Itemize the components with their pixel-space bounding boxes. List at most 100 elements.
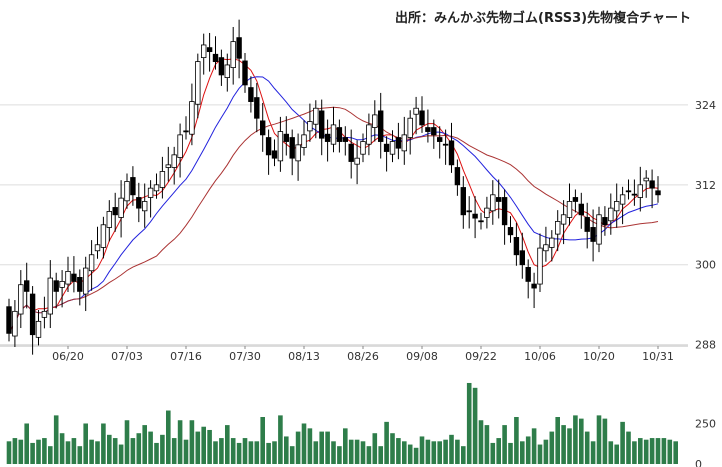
volume-bar (183, 439, 189, 464)
volume-bar (307, 428, 313, 464)
x-tick-label: 08/13 (288, 350, 320, 363)
candle-body (431, 127, 437, 136)
volume-bar (130, 438, 136, 464)
x-tick-label: 07/16 (170, 350, 202, 363)
volume-bar (632, 441, 637, 464)
volume-bar (83, 423, 88, 464)
candle-body (130, 177, 136, 196)
candle-body (348, 143, 354, 162)
volume-bar (59, 433, 65, 464)
candle-body (224, 64, 230, 78)
candle-body (71, 273, 77, 282)
candle-body (454, 167, 461, 186)
x-tick-label: 07/03 (111, 350, 143, 363)
volume-bar (661, 438, 667, 464)
x-tick-label: 10/06 (524, 350, 556, 363)
price-tick-label: 300 (695, 259, 716, 272)
volume-bar (608, 441, 614, 464)
volume-bar (579, 418, 584, 464)
candle-body (360, 141, 366, 155)
candle-body (336, 127, 343, 142)
volume-bar (284, 436, 289, 464)
candle-body (265, 137, 272, 156)
candle-body (614, 201, 620, 212)
volume-bar (124, 420, 130, 464)
candle-body (23, 280, 30, 292)
volume-bar (177, 420, 183, 464)
candle-body (495, 197, 502, 202)
volume-bar (313, 441, 319, 464)
volume-bar (390, 433, 395, 464)
candle-body (88, 254, 95, 272)
candle-body (206, 47, 213, 53)
candle-body (543, 244, 549, 252)
volume-bar (254, 441, 260, 464)
candle-body (47, 277, 53, 315)
volume-bar (573, 415, 578, 464)
volume-bar (413, 447, 419, 464)
candle-body (277, 131, 284, 162)
candle-body (401, 134, 407, 152)
price-tick-label: 324 (695, 99, 716, 112)
candle-body (572, 197, 579, 202)
candle-body (602, 217, 608, 226)
volume-bar (649, 438, 655, 464)
candle-body (389, 141, 396, 155)
candle-body (460, 187, 466, 216)
volume-bar (466, 382, 472, 464)
candle-body (313, 107, 319, 125)
candle-body (53, 280, 59, 292)
candle-body (118, 197, 124, 218)
volume-bar (455, 439, 460, 464)
candle-body (254, 97, 260, 119)
volume-bar (30, 442, 35, 464)
volume-bar (561, 425, 566, 464)
volume-bar (77, 446, 83, 464)
volume-bar (337, 446, 342, 464)
volume-bar (384, 421, 389, 464)
candle-body (212, 53, 219, 63)
candle-body (472, 213, 478, 219)
candle-body (649, 180, 655, 189)
candle-body (484, 207, 490, 218)
price-axis: 288 300 312 324 (695, 99, 716, 352)
candle-body (655, 190, 661, 196)
moving-average-lines (8, 58, 659, 334)
candle-body (200, 44, 207, 59)
volume-bar (626, 431, 631, 464)
volume-tick-label: 250 (695, 417, 716, 430)
volume-bar (278, 415, 283, 464)
price-tick-label: 312 (695, 179, 716, 192)
candle-body (395, 137, 402, 149)
volume-bar (207, 429, 212, 464)
volume-bar (602, 418, 608, 464)
volume-bar (537, 444, 543, 464)
volume-bar (189, 420, 195, 464)
candle-body (83, 267, 89, 295)
volume-bar (136, 433, 142, 464)
x-tick-label: 08/26 (347, 350, 379, 363)
volume-bar (89, 439, 94, 464)
volume-bar (590, 441, 596, 464)
candle-body (124, 181, 130, 202)
volume-bar (620, 421, 625, 464)
volume-bar (643, 439, 649, 464)
candle-body (566, 201, 573, 218)
x-tick-label: 09/08 (406, 350, 438, 363)
volume-bar (508, 442, 513, 464)
candle-body (94, 244, 101, 252)
volume-bar (154, 442, 159, 464)
volume-bar (378, 446, 383, 464)
volume-bar (360, 441, 366, 464)
ma-short-line (8, 58, 659, 334)
candle-body (218, 57, 225, 76)
candle-body (41, 310, 48, 318)
volume-bar (24, 423, 29, 464)
volume-bar (148, 431, 153, 464)
volume-bar (95, 441, 100, 464)
volume-bar (12, 438, 18, 464)
volume-bar (248, 441, 254, 464)
volume-bar (230, 438, 236, 464)
candle-body (584, 217, 590, 232)
